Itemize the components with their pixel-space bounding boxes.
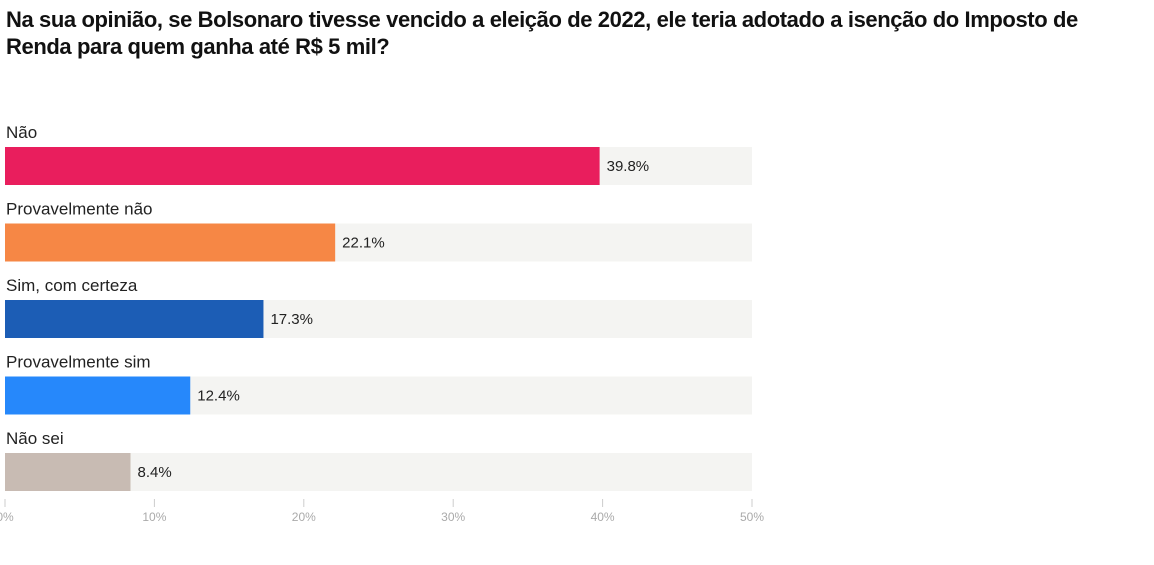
tick-label: 20%: [292, 510, 316, 524]
value-label: 8.4%: [137, 464, 171, 481]
chart-title: Na sua opinião, se Bolsonaro tivesse ven…: [6, 7, 1078, 59]
category-label: Não: [6, 123, 37, 142]
value-label: 22.1%: [342, 235, 385, 252]
category-label: Não sei: [6, 429, 64, 448]
bar: [5, 223, 336, 262]
value-label: 12.4%: [197, 388, 240, 405]
tick-label: 50%: [740, 510, 764, 524]
bar: [5, 147, 600, 185]
tick-label: 10%: [142, 510, 166, 524]
bar: [5, 300, 264, 338]
category-label: Sim, com certeza: [6, 276, 138, 295]
category-label: Provavelmente não: [6, 200, 152, 219]
bar: [5, 376, 191, 415]
tick-label: 30%: [441, 510, 465, 524]
tick-label: 0%: [0, 510, 14, 524]
bar: [5, 453, 131, 491]
value-label: 39.8%: [607, 158, 650, 175]
category-label: Provavelmente sim: [6, 353, 151, 372]
tick-label: 40%: [591, 510, 615, 524]
value-label: 17.3%: [270, 311, 313, 328]
